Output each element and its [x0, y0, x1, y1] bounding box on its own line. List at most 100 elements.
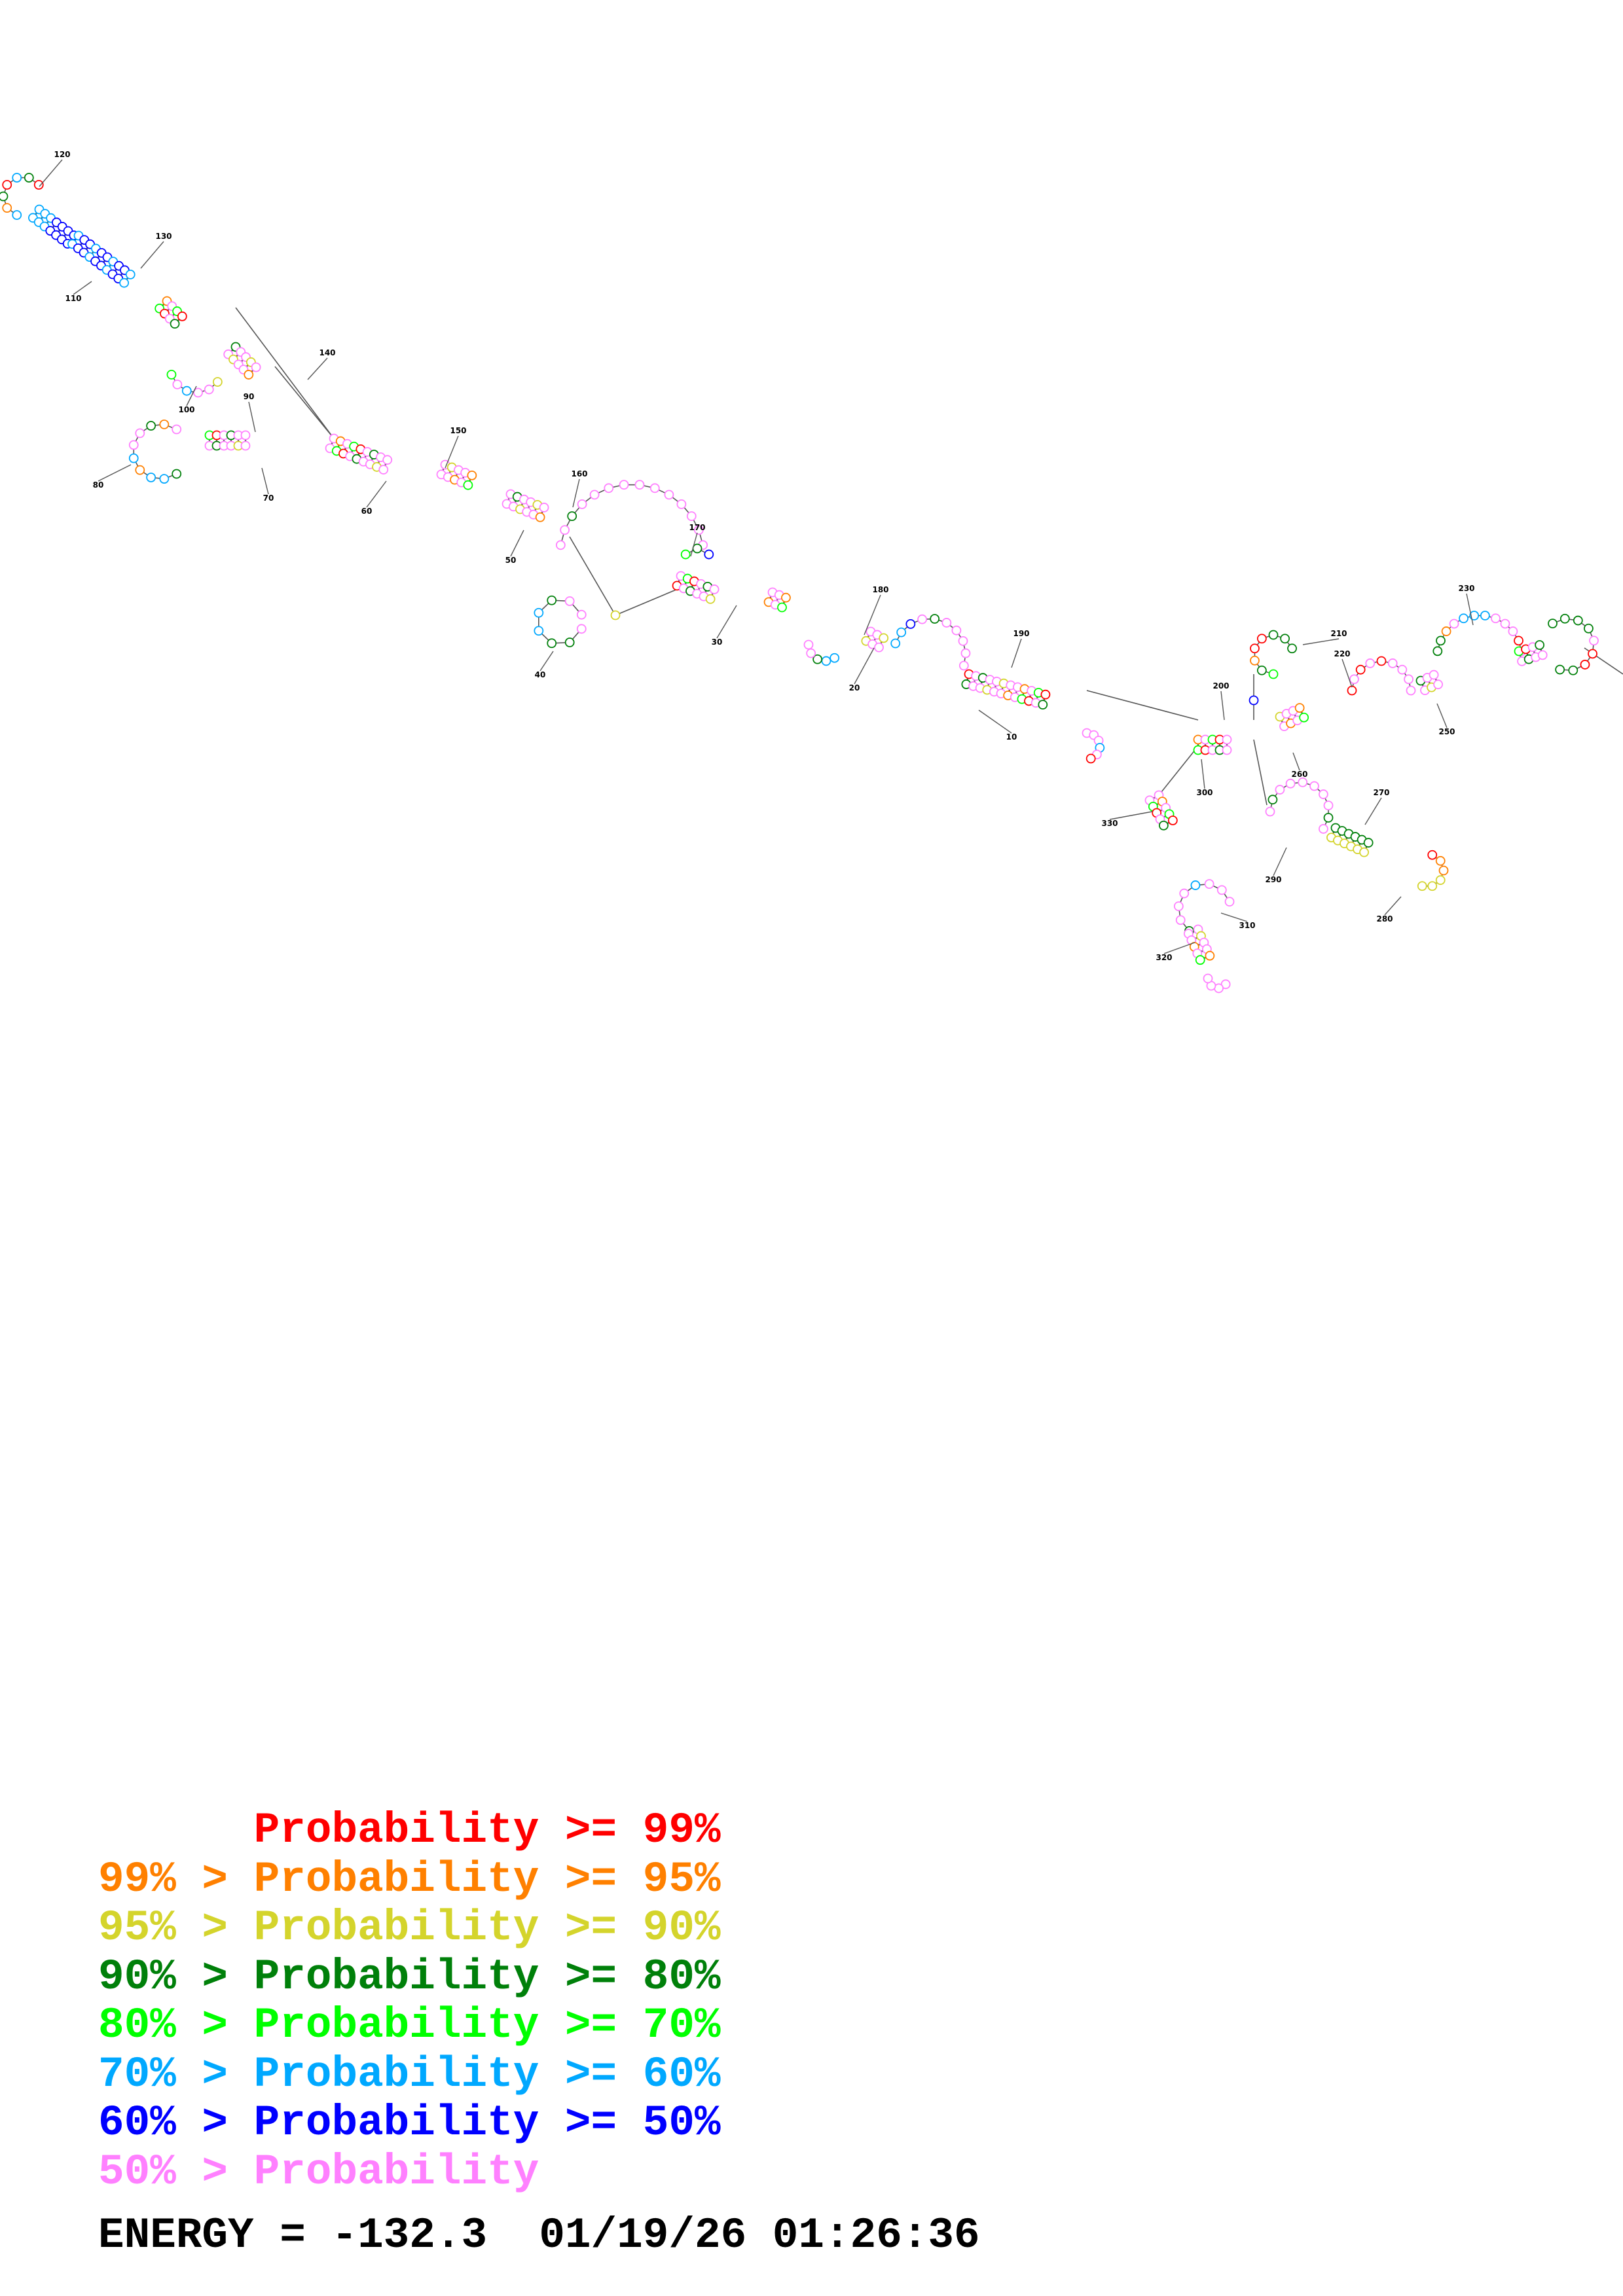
nucleotide-circle: [692, 543, 702, 554]
legend-row: 60% > Probability >= 50%: [98, 2098, 721, 2148]
backbone-segment: [1086, 690, 1199, 721]
nucleotide-circle: [1309, 781, 1319, 791]
position-label: 80: [93, 480, 104, 490]
nucleotide-circle: [135, 465, 145, 475]
position-label: 50: [505, 556, 517, 565]
nucleotide-circle: [577, 499, 587, 509]
nucleotide-circle: [958, 636, 968, 646]
legend-text: Probability >= 70%: [253, 2001, 721, 2050]
nucleotide-circle: [1355, 664, 1366, 675]
nucleotide-circle: [1347, 685, 1357, 696]
position-label: 100: [178, 405, 194, 414]
nucleotide-circle: [1256, 665, 1267, 675]
nucleotide-circle: [1537, 650, 1548, 660]
legend-row: 80% > Probability >= 70%: [98, 2001, 721, 2051]
nucleotide-circle: [240, 440, 251, 451]
position-label: 270: [1373, 788, 1389, 797]
nucleotide-circle: [821, 656, 831, 666]
nucleotide-circle: [547, 595, 557, 605]
nucleotide-circle: [693, 525, 704, 535]
nucleotide-circle: [564, 637, 575, 647]
nucleotide-circle: [576, 609, 587, 620]
legend-row: 90% > Probability >= 80%: [98, 1952, 721, 2002]
nucleotide-circle: [1535, 640, 1545, 650]
nucleotide-circle: [1224, 897, 1235, 907]
nucleotide-circle: [125, 269, 136, 279]
nucleotide-circle: [1323, 812, 1334, 823]
legend-prefix: 90% >: [98, 1952, 254, 2001]
legend-text: Probability >= 80%: [253, 1952, 721, 2001]
nucleotide-circle: [1203, 973, 1213, 984]
legend-prefix: 50% >: [98, 2147, 254, 2197]
nucleotide-circle: [1363, 838, 1374, 848]
nucleotide-circle: [567, 511, 577, 522]
nucleotide-circle: [1179, 888, 1190, 899]
position-leader-line: [978, 709, 1012, 734]
position-label: 10: [1006, 732, 1017, 742]
position-label: 250: [1438, 727, 1455, 736]
position-label: 320: [1156, 953, 1172, 962]
nucleotide-circle: [649, 483, 660, 493]
nucleotide-circle: [1580, 660, 1590, 670]
nucleotide-circle: [704, 549, 714, 560]
nucleotide-circle: [128, 453, 139, 463]
nucleotide-circle: [1038, 700, 1048, 710]
position-label: 290: [1265, 875, 1281, 884]
position-leader-line: [510, 529, 524, 557]
position-leader-line: [39, 159, 63, 187]
nucleotide-circle: [12, 210, 22, 220]
position-label: 90: [244, 392, 255, 401]
position-label: 220: [1334, 649, 1350, 658]
nucleotide-circle: [1404, 674, 1413, 685]
nucleotide-circle: [1480, 611, 1490, 620]
nucleotide-circle: [2, 203, 12, 213]
nucleotide-circle: [1365, 658, 1376, 668]
position-leader-line: [1466, 593, 1474, 626]
nucleotide-circle: [1387, 658, 1398, 668]
nucleotide-circle: [1491, 613, 1501, 624]
position-leader-line: [73, 281, 92, 295]
energy-spacer: [487, 2211, 539, 2260]
backbone-segment: [235, 307, 335, 439]
position-leader-line: [307, 357, 328, 380]
legend-text: Probability >= 60%: [253, 2049, 721, 2099]
nucleotide-circle: [378, 465, 389, 475]
nucleotide-circle: [619, 480, 629, 490]
nucleotide-circle: [172, 469, 182, 479]
position-leader-line: [1436, 703, 1448, 728]
position-leader-line: [1220, 912, 1248, 922]
legend-prefix: 99% >: [98, 1854, 254, 1904]
nucleotide-circle: [676, 499, 687, 509]
nucleotide-circle: [1588, 649, 1597, 659]
nucleotide-circle: [244, 370, 254, 380]
legend-prefix: [98, 1806, 254, 1855]
nucleotide-circle: [1433, 679, 1444, 690]
nucleotide-circle: [172, 424, 182, 435]
nucleotide-circle: [610, 610, 621, 620]
position-label: 30: [712, 637, 723, 647]
position-label: 230: [1458, 584, 1474, 593]
position-label: 170: [689, 523, 705, 532]
nucleotide-circle: [135, 428, 145, 439]
legend-text: Probability >= 90%: [253, 1903, 721, 1952]
energy-label: ENERGY =: [98, 2211, 332, 2260]
backbone-segment: [615, 588, 678, 616]
position-label: 180: [872, 585, 888, 594]
nucleotide-circle: [1268, 669, 1279, 679]
position-leader-line: [1201, 759, 1205, 789]
nucleotide-circle: [240, 430, 251, 440]
nucleotide-circle: [1222, 734, 1232, 745]
nucleotide-circle: [382, 455, 393, 465]
nucleotide-circle: [680, 549, 691, 560]
nucleotide-circle: [1568, 665, 1578, 675]
nucleotide-circle: [539, 503, 549, 512]
position-leader-line: [248, 401, 256, 433]
nucleotide-circle: [1250, 655, 1260, 666]
nucleotide-circle: [181, 386, 192, 396]
position-leader-line: [98, 464, 132, 482]
nucleotide-circle: [1469, 611, 1480, 620]
legend-row: 70% > Probability >= 60%: [98, 2049, 721, 2100]
position-leader-line: [140, 241, 164, 269]
legend-row: 99% > Probability >= 95%: [98, 1854, 721, 1905]
position-label: 60: [361, 507, 373, 516]
